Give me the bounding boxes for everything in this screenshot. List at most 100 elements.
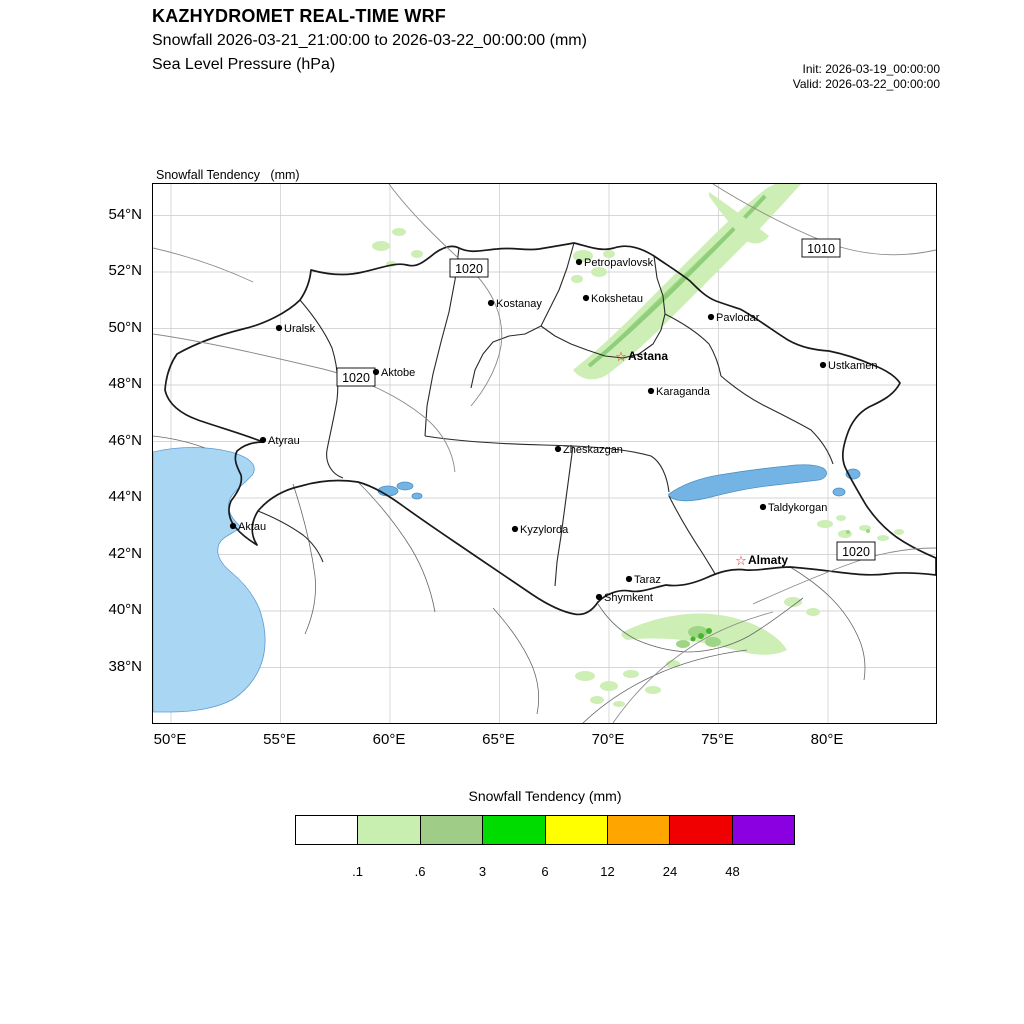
pressure-value-label: 1020 xyxy=(336,367,376,387)
city-dot-icon xyxy=(511,525,519,533)
city-karaganda: Karaganda xyxy=(647,386,711,398)
city-dot-icon xyxy=(707,313,715,321)
lon-tick-label: 50°E xyxy=(153,731,187,748)
oblast-border xyxy=(470,325,542,389)
city-dot-icon xyxy=(819,361,827,369)
snow-patch xyxy=(591,267,607,277)
lake-balkhash xyxy=(668,464,827,502)
neighbor-border xyxy=(597,597,804,653)
snowfall-band-topright xyxy=(709,192,769,244)
city-shymkent: Shymkent xyxy=(595,592,653,604)
oblast-border xyxy=(720,375,834,465)
map-frame: 1020 1010 1020 1020 Petropavlovsk Kostanay Kok… xyxy=(152,183,937,724)
city-dot-icon xyxy=(575,258,583,266)
caspian-sea xyxy=(153,447,266,713)
page-title: KAZHYDROMET REAL-TIME WRF xyxy=(152,6,446,26)
city-taraz: Taraz xyxy=(625,574,661,586)
lat-tick-label: 48°N xyxy=(108,375,142,392)
city-dot-icon xyxy=(595,593,603,601)
pressure-value-text: 1020 xyxy=(842,545,870,559)
neighbor-border xyxy=(789,566,866,681)
isobar-extra xyxy=(153,247,254,283)
city-dot-icon xyxy=(372,368,380,376)
snow-patch xyxy=(372,241,390,251)
city-dot-icon xyxy=(759,503,767,511)
lon-tick-label: 60°E xyxy=(372,731,406,748)
oblast-border xyxy=(554,445,574,587)
snow-patch-med xyxy=(688,626,708,638)
snow-patch xyxy=(623,670,639,678)
snow-patch xyxy=(894,529,904,535)
lon-tick-label: 75°E xyxy=(701,731,734,748)
city-aktau: Aktau xyxy=(229,521,266,533)
neighbor-border xyxy=(153,435,206,449)
snow-patch xyxy=(573,250,593,262)
colorbar xyxy=(295,815,795,845)
graticule-grid xyxy=(153,184,936,723)
lat-tick-label: 50°N xyxy=(108,318,142,336)
lon-tick-label: 70°E xyxy=(591,731,625,748)
city-almaty: ☆ Almaty xyxy=(735,553,788,569)
snow-patch xyxy=(645,686,661,694)
oblast-border xyxy=(257,510,324,563)
colorbar-segment xyxy=(483,816,546,844)
lat-tick-label: 40°N xyxy=(108,601,142,618)
oblast-borders xyxy=(257,242,834,587)
lat-tick-label: 52°N xyxy=(108,262,142,279)
valid-time: Valid: 2026-03-22_00:00:00 xyxy=(792,77,940,91)
lat-tick-label: 46°N xyxy=(108,431,142,449)
snow-patch xyxy=(838,530,852,538)
colorbar-title: Snowfall Tendency (mm) xyxy=(468,788,622,804)
snow-patch-heavy xyxy=(698,633,704,639)
isobar-extra xyxy=(612,611,774,723)
snow-patch xyxy=(613,701,625,707)
colorbar-tick-label: 48 xyxy=(725,864,740,879)
snow-patch xyxy=(836,515,846,521)
lat-tick-label: 54°N xyxy=(108,205,142,223)
city-kostanay: Kostanay xyxy=(487,298,542,310)
city-uralsk: Uralsk xyxy=(275,323,316,335)
city-label: Aktau xyxy=(238,521,266,533)
pressure-value-text: 1010 xyxy=(807,242,835,256)
city-label: Taldykorgan xyxy=(768,502,827,514)
snow-patch xyxy=(877,535,889,541)
colorbar-tick-label: 3 xyxy=(478,864,487,879)
oblast-border xyxy=(424,247,460,437)
water-bodies xyxy=(153,447,861,713)
city-atyrau: Atyrau xyxy=(259,435,300,447)
colorbar-tick-label: 12 xyxy=(600,864,615,879)
city-taldykorgan: Taldykorgan xyxy=(759,502,827,514)
snow-patch xyxy=(575,671,595,681)
legend-snowfall-line: Snowfall Tendency (mm) xyxy=(156,168,300,182)
city-dot-icon xyxy=(259,436,267,444)
colorbar-tick-label: 6 xyxy=(541,864,549,879)
city-dot-icon xyxy=(625,575,633,583)
city-label: Almaty xyxy=(748,553,788,567)
oblast-border xyxy=(664,313,722,377)
city-dot-icon xyxy=(582,294,590,302)
neighbor-border xyxy=(292,483,316,635)
city-zheskazgan: Zheskazgan xyxy=(554,444,623,456)
city-petropavlovsk: Petropavlovsk xyxy=(575,257,654,269)
snow-patch xyxy=(411,250,423,258)
city-label: Kostanay xyxy=(496,298,542,310)
lon-tick-label: 65°E xyxy=(482,731,515,748)
colorbar-segment xyxy=(607,816,671,844)
city-label: Atyrau xyxy=(268,435,300,447)
oblast-border xyxy=(540,242,575,327)
oblast-border xyxy=(299,299,344,479)
neighbor-border xyxy=(357,481,436,613)
neighbor-border xyxy=(492,607,540,715)
pressure-value-label: 1020 xyxy=(836,541,876,561)
snow-patch-med xyxy=(676,640,690,648)
city-aktobe: Aktobe xyxy=(372,367,415,379)
capital-star-icon: ☆ xyxy=(615,350,627,365)
colorbar-tick-label: .1 xyxy=(352,864,363,879)
snow-patch xyxy=(603,250,615,258)
snow-patch xyxy=(571,275,583,283)
city-dot-icon xyxy=(487,299,495,307)
city-label: Taraz xyxy=(634,574,661,586)
lat-tick-label: 42°N xyxy=(108,544,142,562)
city-label: Karaganda xyxy=(656,386,711,398)
